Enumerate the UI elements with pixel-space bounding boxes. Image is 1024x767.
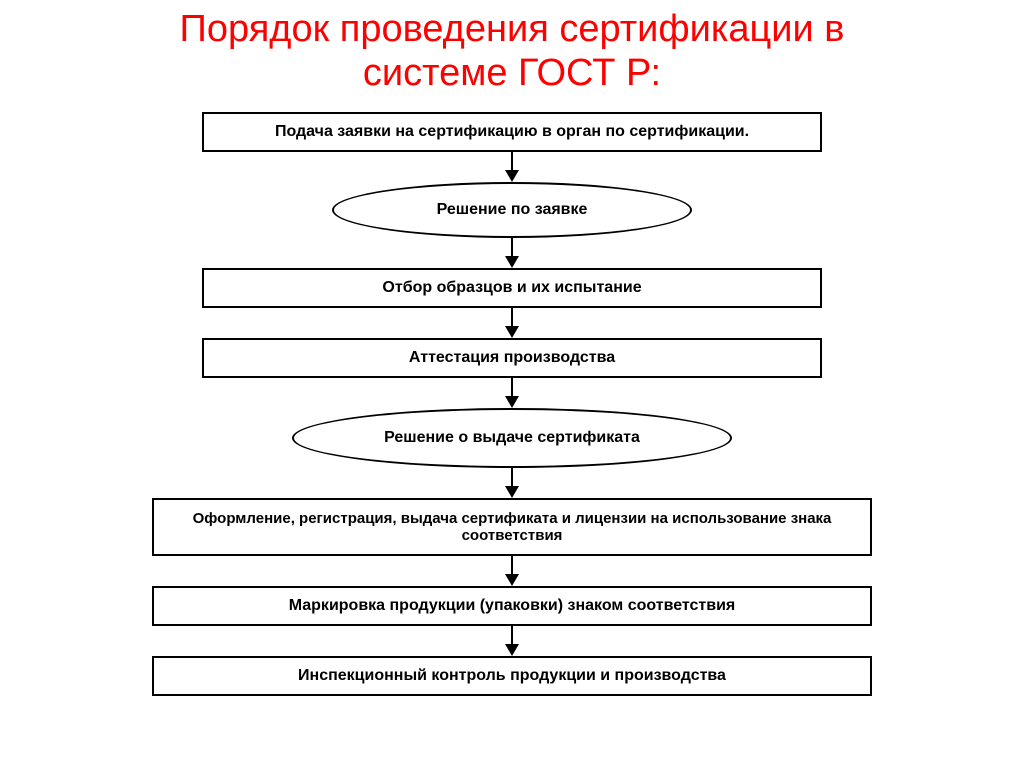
title-line-1: Порядок проведения сертификации в — [0, 8, 1024, 52]
slide-title: Порядок проведения сертификации в систем… — [0, 0, 1024, 95]
flow-arrow-1 — [505, 238, 519, 268]
flow-node-0: Подача заявки на сертификацию в орган по… — [202, 112, 822, 152]
flow-node-label-7: Инспекционный контроль продукции и произ… — [298, 667, 726, 685]
flow-node-3: Аттестация производства — [202, 338, 822, 378]
flow-arrow-2 — [505, 308, 519, 338]
flow-node-label-3: Аттестация производства — [409, 349, 615, 367]
flow-arrow-0 — [505, 152, 519, 182]
flow-arrow-4 — [505, 468, 519, 498]
flow-arrow-5 — [505, 556, 519, 586]
title-line-2: системе ГОСТ Р: — [0, 52, 1024, 96]
flow-node-7: Инспекционный контроль продукции и произ… — [152, 656, 872, 696]
flow-node-label-4: Решение о выдаче сертификата — [384, 429, 640, 447]
flow-node-6: Маркировка продукции (упаковки) знаком с… — [152, 586, 872, 626]
flow-node-label-1: Решение по заявке — [437, 201, 588, 219]
flow-node-label-5: Оформление, регистрация, выдача сертифик… — [164, 510, 860, 544]
flow-arrow-6 — [505, 626, 519, 656]
flow-arrow-3 — [505, 378, 519, 408]
flow-node-4: Решение о выдаче сертификата — [292, 408, 732, 468]
flow-node-2: Отбор образцов и их испытание — [202, 268, 822, 308]
flow-node-label-2: Отбор образцов и их испытание — [382, 279, 641, 297]
flow-node-5: Оформление, регистрация, выдача сертифик… — [152, 498, 872, 556]
flow-node-label-6: Маркировка продукции (упаковки) знаком с… — [289, 597, 736, 615]
flow-node-1: Решение по заявке — [332, 182, 692, 238]
flowchart: Подача заявки на сертификацию в орган по… — [152, 112, 872, 696]
flow-node-label-0: Подача заявки на сертификацию в орган по… — [275, 123, 749, 141]
